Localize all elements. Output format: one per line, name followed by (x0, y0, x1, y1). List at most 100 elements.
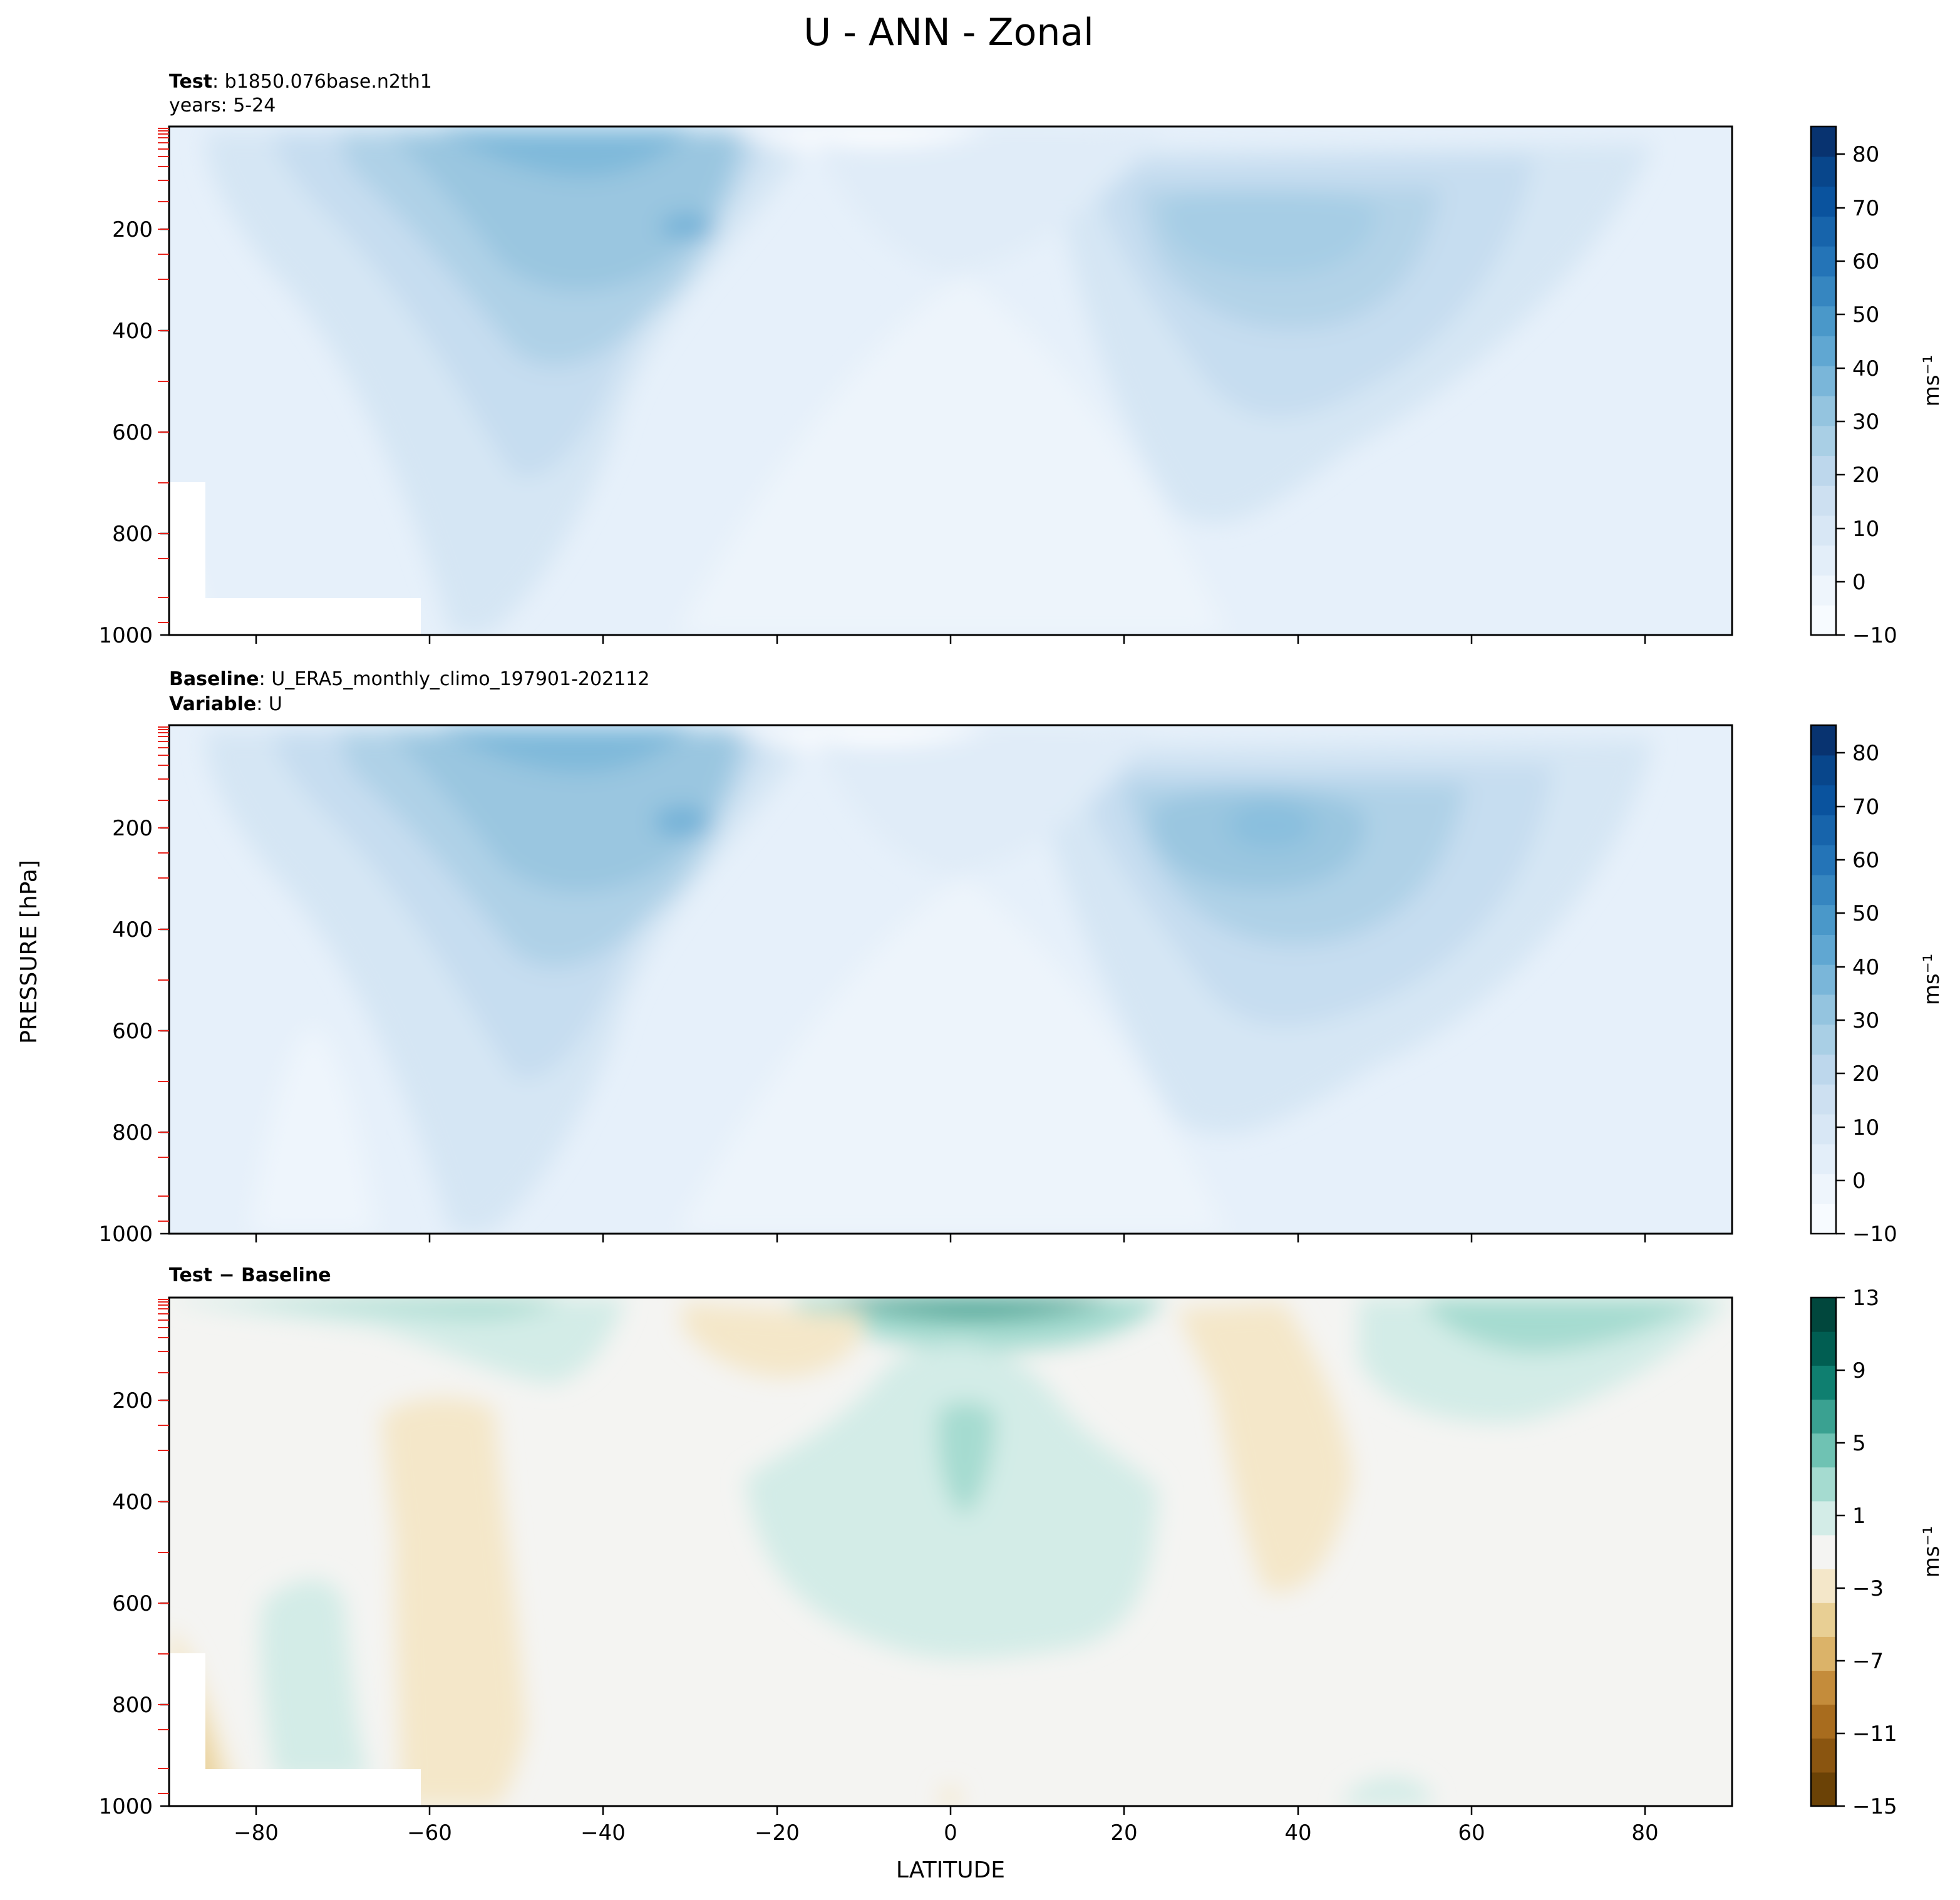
colorbar-swatch (1811, 216, 1836, 247)
cbar-test-tick-20: 20 (1852, 463, 1879, 488)
colorbar-swatch (1811, 874, 1836, 906)
colorbar-swatch (1811, 455, 1836, 486)
x-axis-diff: −80 −60 −40 −20 0 20 40 60 80 LATITUDE (234, 1806, 1659, 1883)
colorbar-swatch (1811, 1738, 1836, 1773)
colorbar-swatch (1811, 1603, 1836, 1637)
colorbar-swatch (1811, 1569, 1836, 1603)
colorbar-swatch (1811, 1024, 1836, 1055)
contour-field-diff (169, 1298, 1732, 1806)
colorbar-diff-label: ms⁻¹ (1919, 1526, 1944, 1577)
cbar-baseline-tick-50: 50 (1852, 901, 1879, 926)
panel-baseline-line2: Variable: U (169, 693, 282, 715)
colorbar-baseline: 80 70 60 50 40 30 20 10 0 −10 ms⁻¹ (1810, 724, 1944, 1247)
colorbar-swatch (1811, 1534, 1836, 1569)
cbar-test-tick-30: 30 (1852, 410, 1879, 435)
ytick-label-1000: 1000 (98, 623, 153, 648)
colorbar-swatch (1811, 306, 1836, 336)
ytick-label-1000: 1000 (98, 1794, 153, 1819)
ytick-label-1000: 1000 (98, 1222, 153, 1247)
colorbar-baseline-ticks: 80 70 60 50 40 30 20 10 0 −10 (1836, 741, 1897, 1247)
cbar-diff-tick-neg7: −7 (1852, 1649, 1884, 1674)
panel-diff-title: Test − Baseline (169, 1264, 331, 1286)
colorbar-swatch (1811, 1433, 1836, 1468)
panel-test-label: Test (169, 71, 212, 93)
colorbar-swatch (1811, 1670, 1836, 1705)
colorbar-swatch (1811, 1636, 1836, 1671)
cbar-diff-tick-neg15: −15 (1852, 1794, 1897, 1819)
panel-baseline-variable-label: Variable (169, 693, 256, 715)
y-axis-label: PRESSURE [hPa] (16, 860, 42, 1044)
colorbar-swatch (1811, 1054, 1836, 1085)
colorbar-baseline-label: ms⁻¹ (1919, 954, 1944, 1005)
colorbar-diff-ticks: 13 9 5 1 −3 −7 −11 −15 (1836, 1286, 1897, 1819)
cbar-baseline-tick-60: 60 (1852, 848, 1879, 873)
xtick-label-80: 80 (1631, 1820, 1658, 1846)
cbar-test-tick-10: 10 (1852, 517, 1879, 542)
ytick-label-800: 800 (112, 1693, 153, 1718)
colorbar-swatch (1811, 246, 1836, 277)
ytick-label-800: 800 (112, 522, 153, 547)
colorbar-swatch (1811, 1084, 1836, 1115)
colorbar-swatch (1811, 425, 1836, 457)
contour-field-baseline (169, 725, 1732, 1234)
cbar-test-tick-70: 70 (1852, 196, 1879, 221)
colorbar-test-swatches (1811, 126, 1836, 636)
xtick-label-20: 20 (1110, 1820, 1137, 1846)
cbar-test-tick-40: 40 (1852, 356, 1879, 381)
x-ticks-test (255, 635, 1646, 644)
colorbar-swatch (1811, 395, 1836, 426)
cbar-test-tick-50: 50 (1852, 302, 1879, 328)
colorbar-swatch (1811, 755, 1836, 786)
ytick-label-400: 400 (112, 319, 153, 344)
panel-test-case: : b1850.076base.n2th1 (212, 71, 432, 93)
colorbar-swatch (1811, 276, 1836, 307)
colorbar-swatch (1811, 1174, 1836, 1204)
cbar-baseline-tick-neg10: −10 (1852, 1222, 1897, 1247)
ytick-label-200: 200 (112, 816, 153, 841)
cbar-baseline-tick-80: 80 (1852, 741, 1879, 766)
colorbar-swatch (1811, 1467, 1836, 1502)
ytick-label-600: 600 (112, 1019, 153, 1044)
colorbar-swatch (1811, 1365, 1836, 1400)
ytick-label-200: 200 (112, 217, 153, 242)
level-markers-test (158, 128, 169, 623)
colorbar-swatch (1811, 1704, 1836, 1739)
colorbar-swatch (1811, 904, 1836, 935)
panel-baseline-variable: : U (256, 693, 282, 715)
cbar-diff-tick-neg3: −3 (1852, 1576, 1884, 1601)
colorbar-swatch (1811, 485, 1836, 516)
colorbar-swatch (1811, 934, 1836, 965)
colorbar-swatch (1811, 815, 1836, 845)
cbar-diff-tick-neg11: −11 (1852, 1722, 1897, 1747)
colorbar-test-ticks: 80 70 60 50 40 30 20 10 0 −10 (1836, 142, 1897, 648)
cbar-baseline-tick-10: 10 (1852, 1115, 1879, 1140)
colorbar-swatch (1811, 515, 1836, 546)
ytick-label-600: 600 (112, 1591, 153, 1616)
colorbar-swatch (1811, 1772, 1836, 1807)
y-ticks-diff: 200 400 600 800 1000 (98, 1388, 169, 1819)
panel-baseline: Baseline: U_ERA5_monthly_climo_197901-20… (98, 668, 1944, 1247)
xtick-label-neg80: −80 (234, 1820, 279, 1846)
ytick-label-600: 600 (112, 420, 153, 445)
ytick-label-400: 400 (112, 917, 153, 942)
figure-title: U - ANN - Zonal (803, 11, 1094, 54)
colorbar-swatch (1811, 1204, 1836, 1234)
colorbar-swatch (1811, 336, 1836, 366)
colorbar-swatch (1811, 1331, 1836, 1366)
colorbar-swatch (1811, 1113, 1836, 1145)
cbar-test-tick-neg10: −10 (1852, 623, 1897, 648)
colorbar-test: 80 70 60 50 40 30 20 10 0 −10 ms⁻¹ (1810, 125, 1944, 648)
colorbar-swatch (1811, 845, 1836, 875)
xtick-label-neg20: −20 (755, 1820, 800, 1846)
cbar-diff-tick-9: 9 (1852, 1358, 1866, 1383)
cbar-baseline-tick-20: 20 (1852, 1061, 1879, 1087)
cbar-baseline-tick-40: 40 (1852, 955, 1879, 980)
xtick-label-neg60: −60 (407, 1820, 452, 1846)
xtick-label-0: 0 (944, 1820, 957, 1846)
colorbar-swatch (1811, 126, 1836, 157)
colorbar-diff-swatches (1811, 1298, 1836, 1807)
colorbar-swatch (1811, 366, 1836, 396)
colorbar-swatch (1811, 1399, 1836, 1434)
colorbar-diff: 13 9 5 1 −3 −7 −11 −15 ms⁻¹ (1810, 1286, 1944, 1819)
